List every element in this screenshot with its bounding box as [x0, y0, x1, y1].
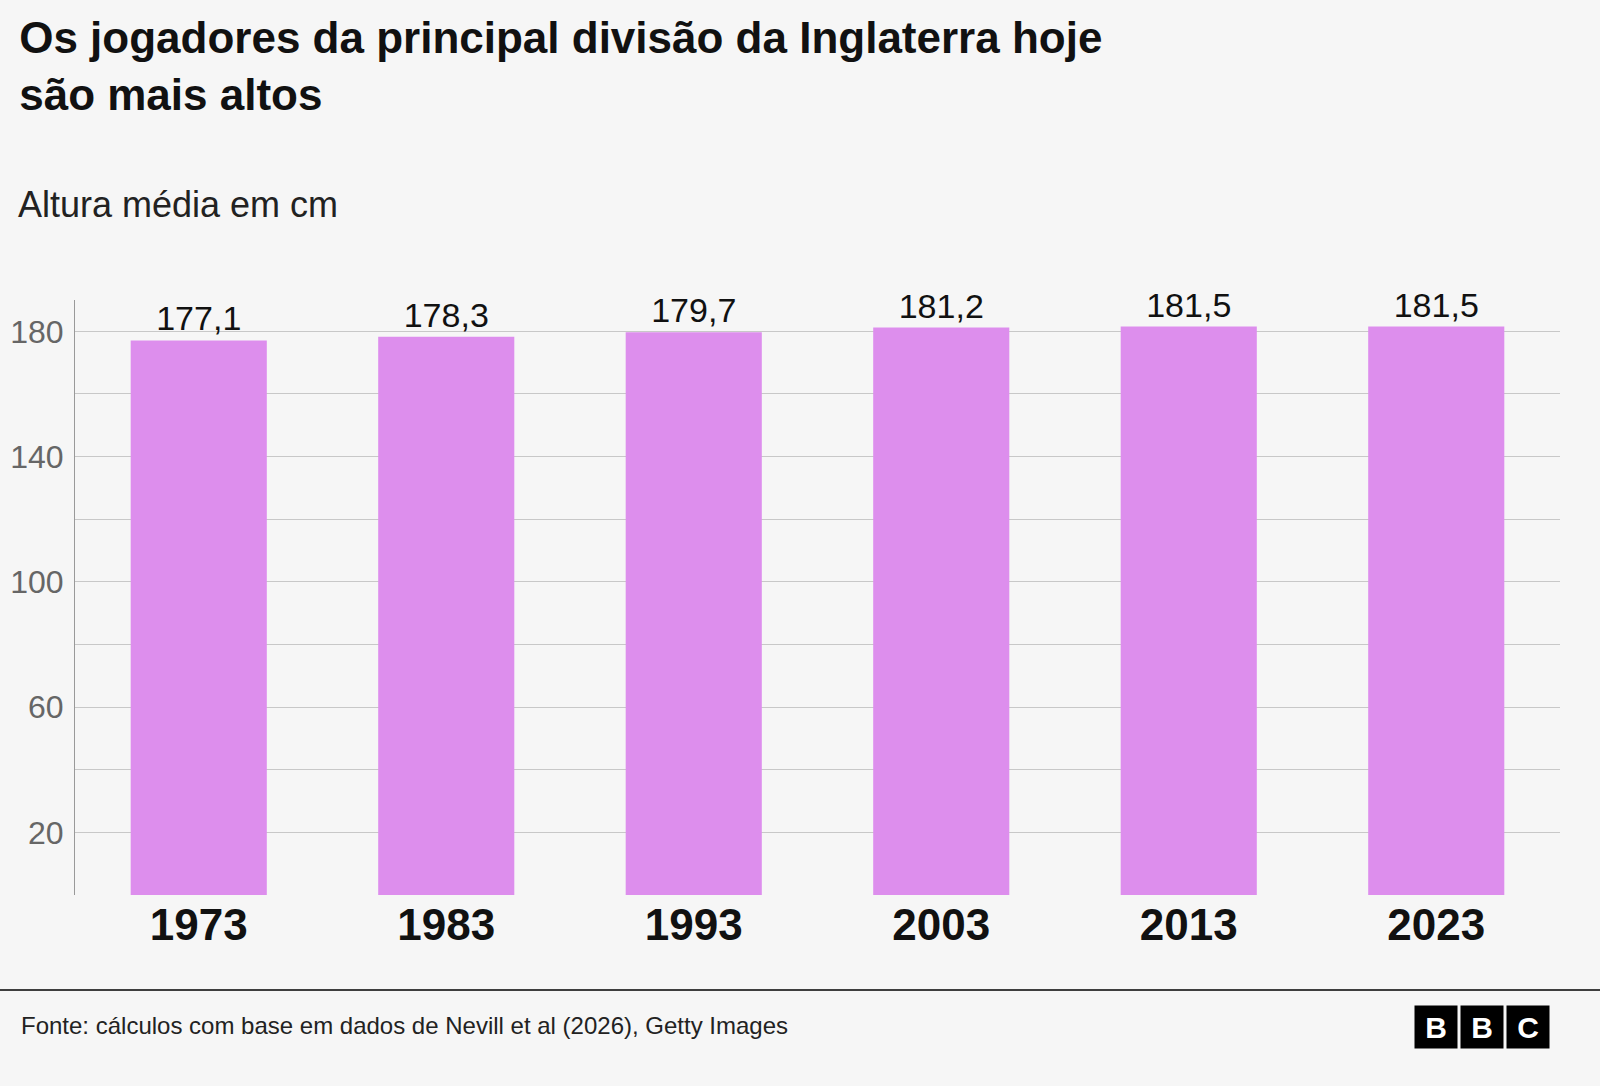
svg-text:177,1: 177,1: [156, 299, 241, 337]
svg-text:60: 60: [28, 689, 64, 725]
svg-text:2003: 2003: [892, 900, 990, 949]
svg-text:B: B: [1425, 1011, 1447, 1044]
svg-text:1993: 1993: [645, 900, 743, 949]
svg-text:179,7: 179,7: [651, 291, 736, 329]
svg-text:140: 140: [10, 439, 63, 475]
svg-text:B: B: [1471, 1011, 1493, 1044]
svg-text:181,2: 181,2: [899, 287, 984, 325]
svg-text:100: 100: [10, 564, 63, 600]
svg-text:20: 20: [28, 815, 64, 851]
svg-text:180: 180: [10, 314, 63, 350]
svg-text:1983: 1983: [397, 900, 495, 949]
svg-text:2013: 2013: [1140, 900, 1238, 949]
svg-text:C: C: [1517, 1011, 1539, 1044]
svg-text:2023: 2023: [1387, 900, 1485, 949]
svg-text:Os jogadores da principal divi: Os jogadores da principal divisão da Ing…: [19, 13, 1102, 119]
svg-text:Altura média em cm: Altura média em cm: [18, 184, 338, 225]
svg-text:178,3: 178,3: [404, 296, 489, 334]
svg-text:1973: 1973: [150, 900, 248, 949]
svg-text:181,5: 181,5: [1394, 286, 1479, 324]
svg-text:181,5: 181,5: [1146, 286, 1231, 324]
svg-text:Fonte: cálculos com base em da: Fonte: cálculos com base em dados de Nev…: [21, 1012, 788, 1039]
